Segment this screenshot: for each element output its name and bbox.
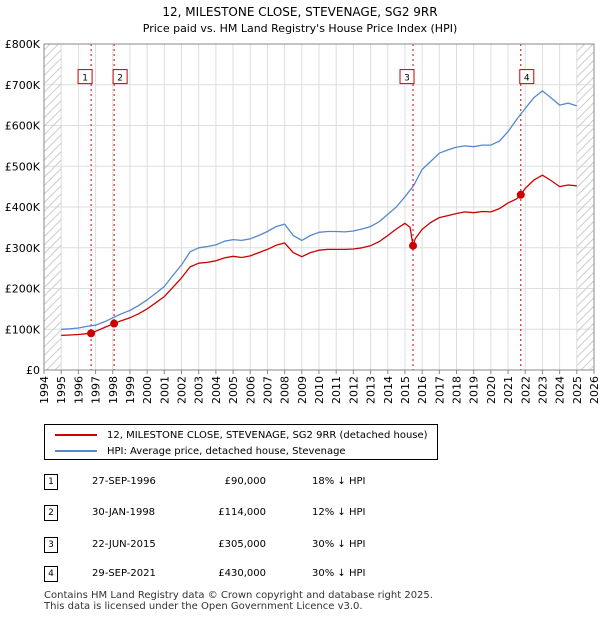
x-tick-label: 1997: [90, 376, 103, 404]
sale-hpi-diff: 18% ↓ HPI: [312, 476, 366, 487]
legend-item-property: 12, MILESTONE CLOSE, STEVENAGE, SG2 9RR …: [55, 427, 428, 443]
footer-line-licence: This data is licensed under the Open Gov…: [44, 601, 363, 612]
y-tick-label: £800K: [5, 38, 41, 51]
x-tick-label: 1994: [38, 376, 51, 404]
x-tick-label: 2004: [210, 376, 223, 404]
sale-number-box: [112, 69, 128, 85]
x-tick-label: 2011: [330, 376, 343, 404]
y-tick-label: £100K: [5, 323, 41, 336]
chart-legend: 12, MILESTONE CLOSE, STEVENAGE, SG2 9RR …: [44, 424, 438, 460]
x-tick-label: 2003: [193, 376, 206, 404]
chart-subtitle: Price paid vs. HM Land Registry's House …: [143, 22, 458, 35]
sale-number-badge: 4: [44, 566, 58, 582]
sale-number-label: 2: [117, 74, 123, 84]
sale-date: 30-JAN-1998: [92, 507, 156, 518]
x-tick-label: 2017: [433, 376, 446, 404]
hpi-series-line: [61, 90, 578, 330]
sale-number-label: 3: [404, 74, 410, 84]
property-series-line: [61, 174, 577, 337]
y-tick-label: £700K: [5, 79, 41, 92]
x-tick-label: 2015: [399, 376, 412, 404]
sale-number-label: 4: [524, 74, 530, 84]
sale-number-badge: 1: [44, 474, 58, 490]
y-tick-label: £0: [26, 364, 40, 377]
x-tick-label: 2010: [313, 376, 326, 404]
x-tick-label: 1999: [124, 376, 137, 404]
x-tick-label: 2026: [588, 376, 600, 404]
x-tick-label: 2001: [158, 376, 171, 404]
y-tick-label: £500K: [5, 160, 41, 173]
x-tick-label: 2012: [347, 376, 360, 404]
x-tick-label: 2020: [485, 376, 498, 404]
x-tick-label: 2016: [416, 376, 429, 404]
table-row: 1 27-SEP-1996 £90,000 18% ↓ HPI: [0, 474, 600, 494]
table-row: 4 29-SEP-2021 £430,000 30% ↓ HPI: [0, 566, 600, 586]
x-tick-label: 2009: [296, 376, 309, 404]
sale-point: [516, 190, 525, 199]
sale-point: [110, 319, 119, 328]
sale-date: 29-SEP-2021: [92, 568, 156, 579]
sale-price: £90,000: [224, 476, 266, 487]
x-tick-label: 2007: [261, 376, 274, 404]
x-tick-label: 2014: [382, 376, 395, 404]
x-tick-label: 1996: [72, 376, 85, 404]
sale-price: £305,000: [218, 539, 266, 550]
x-tick-label: 2005: [227, 376, 240, 404]
sale-hpi-diff: 30% ↓ HPI: [312, 539, 366, 550]
sale-number-label: 1: [82, 74, 88, 84]
sale-hpi-diff: 12% ↓ HPI: [312, 507, 366, 518]
sale-point: [87, 329, 96, 338]
footer-attribution: Contains HM Land Registry data © Crown c…: [44, 590, 433, 612]
sale-point: [409, 241, 418, 250]
y-tick-label: £400K: [5, 201, 41, 214]
x-tick-label: 2022: [519, 376, 532, 404]
x-tick-label: 2023: [536, 376, 549, 404]
x-tick-label: 2019: [468, 376, 481, 404]
x-tick-label: 2006: [244, 376, 257, 404]
sale-number-box: [399, 69, 415, 85]
sale-price: £430,000: [218, 568, 266, 579]
table-row: 3 22-JUN-2015 £305,000 30% ↓ HPI: [0, 537, 600, 557]
footer-line-copyright: Contains HM Land Registry data © Crown c…: [44, 590, 433, 601]
legend-label-property: 12, MILESTONE CLOSE, STEVENAGE, SG2 9RR …: [107, 429, 428, 441]
x-tick-label: 2008: [279, 376, 292, 404]
legend-item-hpi: HPI: Average price, detached house, Stev…: [55, 443, 346, 459]
sale-number-box: [77, 69, 93, 85]
sale-number-badge: 2: [44, 505, 58, 521]
sale-date: 22-JUN-2015: [92, 539, 156, 550]
sale-price: £114,000: [218, 507, 266, 518]
table-row: 2 30-JAN-1998 £114,000 12% ↓ HPI: [0, 505, 600, 525]
x-tick-label: 2024: [554, 376, 567, 404]
sale-date: 27-SEP-1996: [92, 476, 156, 487]
x-tick-label: 2018: [451, 376, 464, 404]
x-tick-label: 2002: [176, 376, 189, 404]
x-tick-label: 2013: [365, 376, 378, 404]
x-tick-label: 1995: [55, 376, 68, 404]
price-chart: 12, MILESTONE CLOSE, STEVENAGE, SG2 9RR …: [5, 5, 600, 404]
sale-number-box: [519, 69, 535, 85]
hatch-region: [576, 44, 594, 370]
x-tick-label: 1998: [107, 376, 120, 404]
x-tick-label: 2021: [502, 376, 515, 404]
x-tick-label: 2025: [571, 376, 584, 404]
legend-swatch-property: [55, 434, 97, 436]
sale-number-badge: 3: [44, 537, 58, 553]
sale-hpi-diff: 30% ↓ HPI: [312, 568, 366, 579]
legend-swatch-hpi: [55, 450, 97, 452]
hatch-region: [44, 44, 62, 370]
chart-title: 12, MILESTONE CLOSE, STEVENAGE, SG2 9RR: [162, 5, 437, 19]
x-tick-label: 2000: [141, 376, 154, 404]
legend-label-hpi: HPI: Average price, detached house, Stev…: [107, 445, 346, 457]
y-tick-label: £300K: [5, 242, 41, 255]
y-tick-label: £200K: [5, 283, 41, 296]
y-tick-label: £600K: [5, 120, 41, 133]
